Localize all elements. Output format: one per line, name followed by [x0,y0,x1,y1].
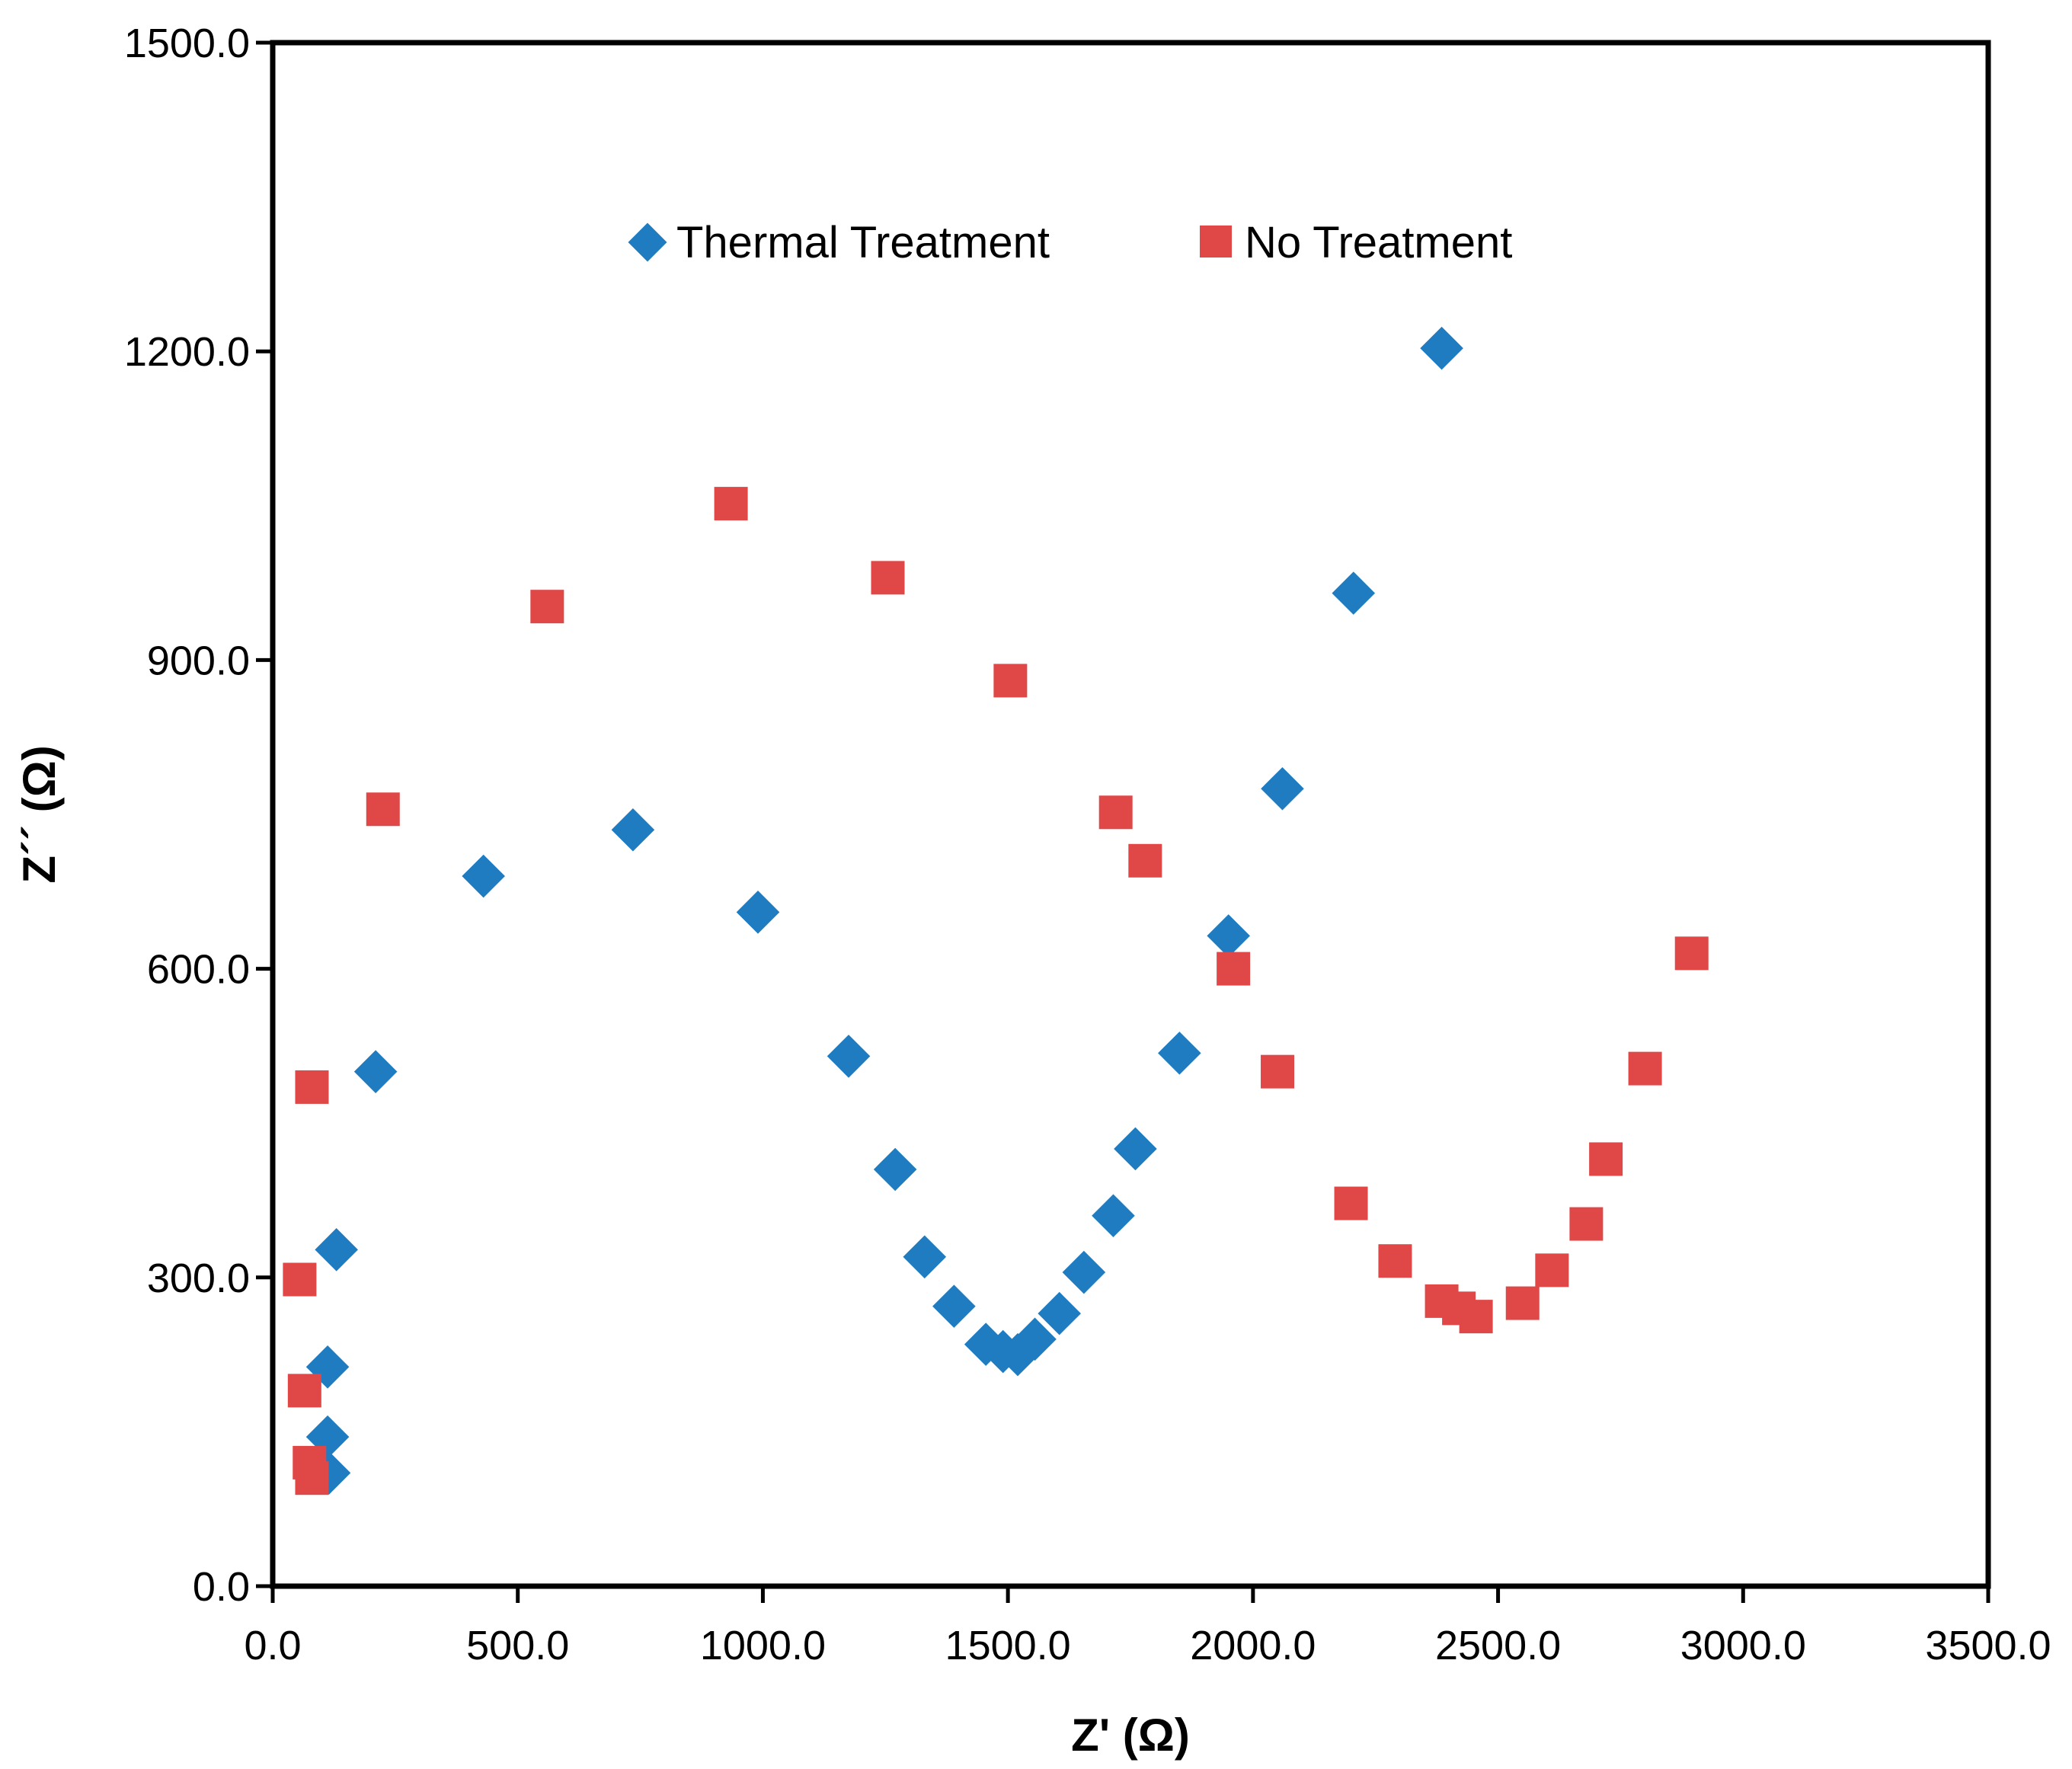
legend: Thermal Treatment No Treatment [628,218,1512,267]
data-point-square [530,590,564,624]
data-point-diamond [932,1284,976,1328]
y-axis-title: Z´´ (Ω) [14,745,65,883]
data-point-square [993,664,1028,698]
x-tick-label: 3500.0 [1925,1623,2051,1668]
y-tick-label: 1200.0 [124,329,250,375]
data-point-square [366,792,400,827]
y-tick-label: 900.0 [147,638,250,683]
x-tick-label: 1500.0 [945,1623,1071,1668]
data-point-diamond [736,891,780,934]
data-point-square [1589,1142,1623,1176]
series-no-treatment [283,487,1709,1495]
data-point-square [1098,795,1133,830]
data-point-square [1459,1300,1493,1334]
data-point-diamond [1092,1194,1135,1238]
legend-label-no-treatment: No Treatment [1245,218,1512,267]
data-point-diamond [1207,914,1250,958]
plot-frame [270,40,1991,1589]
data-point-square [1569,1207,1604,1241]
x-tick-label: 500.0 [466,1623,569,1668]
data-point-diamond [462,854,505,898]
y-axis-ticks: 0.0 300.0 600.0 900.0 1200.0 1500.0 [124,21,273,1610]
data-point-diamond [873,1147,917,1192]
series-thermal-treatment [305,326,1463,1495]
data-point-square [1128,843,1162,878]
x-tick-label: 2500.0 [1435,1623,1561,1668]
data-point-square [1378,1244,1412,1278]
data-point-diamond [315,1228,358,1272]
data-point-square [1674,936,1709,971]
y-tick-label: 1500.0 [124,21,250,66]
data-point-diamond [903,1235,947,1279]
data-point-square [1535,1253,1569,1288]
data-point-diamond [353,1050,398,1093]
data-point-diamond [611,808,655,852]
legend-item-thermal-treatment: Thermal Treatment [628,218,1050,267]
data-point-diamond [1038,1291,1081,1336]
data-point-square [283,1262,317,1297]
y-tick-label: 300.0 [147,1256,250,1301]
x-tick-label: 1000.0 [700,1623,826,1668]
x-axis-ticks: 0.0 500.0 1000.0 1500.0 2000.0 2500.0 3000.0 35… [244,1586,2051,1668]
data-point-diamond [1062,1250,1106,1294]
data-point-square [295,1070,329,1104]
x-axis-title: Z' (Ω) [1071,1710,1190,1761]
data-point-diamond [1158,1032,1201,1075]
y-tick-label: 600.0 [147,947,250,993]
data-point-square [1505,1286,1540,1320]
data-point-square [871,561,905,595]
data-point-diamond [1261,766,1304,811]
data-point-square [287,1374,321,1408]
data-point-diamond [827,1035,871,1078]
y-tick-label: 0.0 [193,1564,250,1610]
legend-label-thermal-treatment: Thermal Treatment [676,218,1050,267]
legend-square-icon [1200,226,1232,258]
data-point-square [1628,1051,1662,1086]
data-point-square [1217,952,1251,986]
data-point-diamond [1420,326,1463,370]
data-point-square [293,1445,327,1479]
data-point-diamond [1114,1127,1157,1171]
x-tick-label: 0.0 [244,1623,301,1668]
x-tick-label: 2000.0 [1190,1623,1316,1668]
data-point-diamond [1013,1317,1057,1361]
data-markers [283,326,1709,1495]
data-point-square [1261,1054,1295,1089]
data-point-square [714,487,748,521]
data-point-square [1334,1186,1368,1220]
x-tick-label: 3000.0 [1680,1623,1806,1668]
legend-diamond-icon [628,222,667,262]
legend-item-no-treatment: No Treatment [1200,218,1512,267]
data-point-diamond [1332,571,1376,615]
